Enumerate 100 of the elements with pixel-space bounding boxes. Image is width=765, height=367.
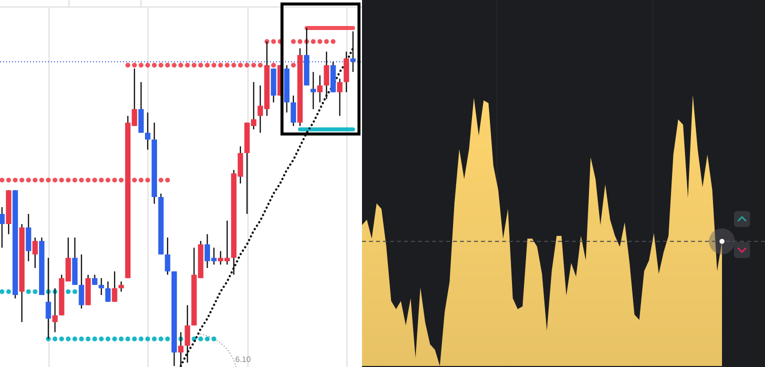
point — [86, 178, 90, 182]
candlestick — [78, 254, 84, 310]
point — [132, 178, 137, 182]
point — [185, 62, 190, 68]
candlestick — [317, 74, 323, 103]
candlestick — [310, 71, 316, 110]
point — [290, 39, 296, 44]
point — [46, 178, 51, 182]
candlestick — [164, 236, 170, 276]
point — [98, 178, 104, 182]
point — [0, 178, 4, 182]
point — [66, 178, 71, 182]
point — [271, 39, 276, 44]
point — [72, 336, 78, 342]
candlestick — [324, 51, 330, 100]
point — [32, 178, 38, 182]
candlestick — [105, 280, 111, 302]
point — [204, 336, 210, 342]
point — [125, 62, 130, 68]
point — [145, 178, 150, 182]
candlestick — [145, 112, 150, 150]
point — [224, 62, 230, 68]
point — [165, 336, 170, 342]
point — [118, 178, 124, 182]
point — [192, 62, 196, 68]
point — [19, 178, 24, 182]
point — [165, 178, 170, 182]
point — [132, 336, 137, 342]
point — [66, 289, 71, 294]
point — [6, 178, 12, 182]
candlestick — [32, 236, 38, 269]
candlestick — [92, 274, 98, 286]
point — [238, 62, 243, 68]
point — [152, 62, 157, 68]
point — [12, 178, 18, 182]
point — [212, 62, 216, 68]
annotation: 6.10 — [235, 355, 252, 364]
point — [178, 62, 184, 68]
point — [152, 336, 157, 342]
point — [72, 289, 78, 294]
point — [204, 62, 210, 68]
point — [39, 178, 44, 182]
point — [158, 62, 164, 68]
point — [310, 39, 316, 44]
point — [79, 178, 84, 182]
point — [32, 289, 38, 294]
candlestick — [184, 304, 190, 364]
point — [138, 62, 144, 68]
point — [244, 62, 250, 68]
candlestick — [138, 81, 144, 134]
point — [26, 178, 31, 182]
point — [92, 336, 98, 342]
candlestick — [112, 270, 118, 302]
point — [52, 336, 58, 342]
candlestick — [26, 213, 32, 262]
point — [198, 62, 204, 68]
point — [52, 178, 58, 182]
point — [132, 62, 137, 68]
point — [86, 336, 90, 342]
candlestick — [0, 206, 5, 248]
point — [112, 178, 117, 182]
point — [145, 62, 150, 68]
point — [125, 336, 130, 342]
point — [112, 336, 117, 342]
point — [106, 178, 110, 182]
candlestick — [337, 78, 342, 116]
point — [290, 62, 296, 68]
point — [158, 178, 164, 182]
point — [118, 336, 124, 342]
candlestick — [98, 278, 104, 296]
point — [324, 39, 329, 44]
point — [317, 39, 322, 44]
point — [165, 62, 170, 68]
point — [172, 62, 177, 68]
point — [231, 62, 236, 68]
point — [218, 62, 223, 68]
point — [258, 62, 263, 68]
point — [66, 336, 71, 342]
point — [251, 62, 256, 68]
point — [59, 336, 64, 342]
candlestick — [290, 95, 296, 127]
point — [212, 336, 216, 342]
point — [6, 289, 12, 294]
point — [271, 62, 276, 68]
point — [330, 39, 336, 44]
point — [92, 178, 98, 182]
point — [138, 178, 144, 182]
point — [158, 336, 164, 342]
candlestick — [344, 51, 350, 93]
point — [72, 178, 78, 182]
point — [106, 336, 110, 342]
point — [59, 178, 64, 182]
point — [26, 289, 31, 294]
point — [0, 289, 4, 294]
candlestick — [118, 280, 124, 292]
point — [79, 336, 84, 342]
point — [145, 336, 150, 342]
point — [298, 39, 302, 44]
point — [138, 336, 144, 342]
point — [198, 336, 204, 342]
